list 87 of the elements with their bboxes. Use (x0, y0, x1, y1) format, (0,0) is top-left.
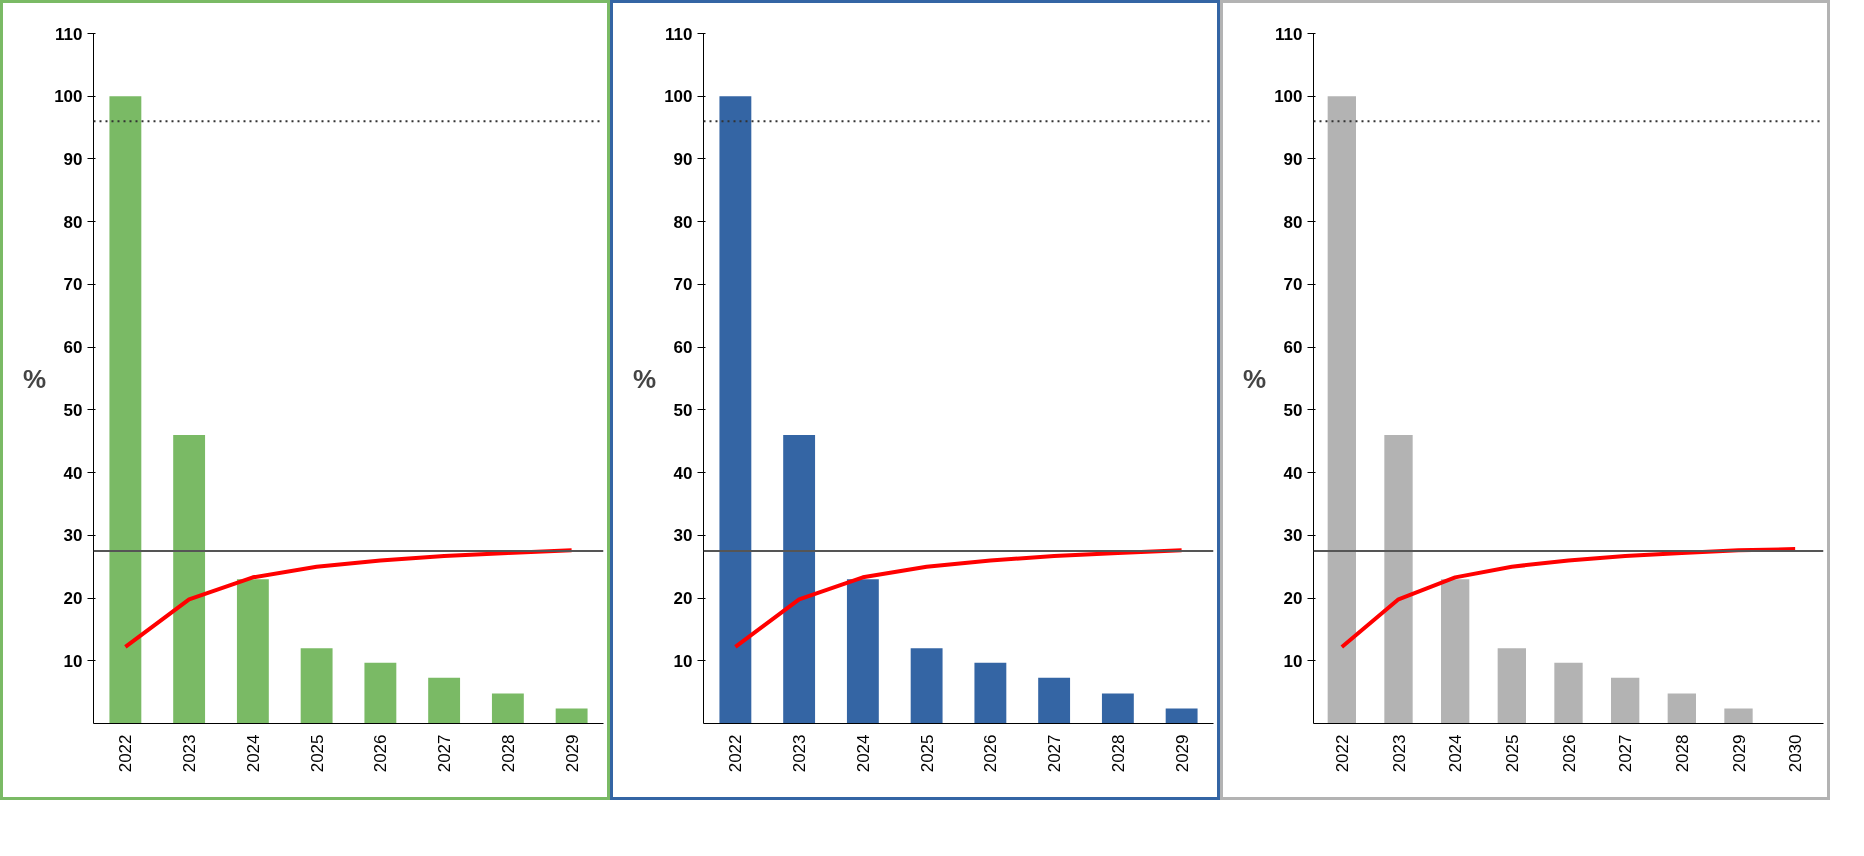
x-tick-label: 2025 (917, 734, 937, 773)
y-tick-label: 10 (1283, 651, 1303, 671)
y-tick-label: 30 (63, 526, 83, 546)
x-tick-label: 2025 (1502, 734, 1522, 773)
bar (910, 648, 943, 724)
bar (555, 708, 588, 724)
bar (1384, 434, 1413, 724)
y-tick-label: 70 (1283, 275, 1303, 295)
y-tick-label: 50 (1283, 400, 1303, 420)
x-tick-label: 2024 (243, 734, 263, 773)
y-tick-label: 100 (1274, 87, 1303, 107)
x-tick-label: 2027 (435, 734, 455, 773)
y-tick-label: 60 (673, 338, 693, 358)
x-tick-label: 2027 (1616, 734, 1636, 773)
y-tick-label: 80 (63, 212, 83, 232)
y-tick-label: 110 (665, 24, 693, 44)
y-axis-title: % (1243, 363, 1267, 394)
y-tick-label: 50 (63, 400, 83, 420)
x-tick-label: 2025 (307, 734, 327, 773)
x-tick-label: 2026 (371, 734, 391, 773)
bar (1611, 677, 1640, 724)
bar (1554, 662, 1583, 724)
y-tick-label: 20 (1283, 589, 1303, 609)
y-tick-label: 60 (63, 338, 83, 358)
bar (974, 662, 1007, 724)
y-axis-title: % (633, 363, 657, 394)
bar (236, 579, 269, 724)
x-tick-label: 2028 (1108, 734, 1128, 773)
bar (719, 96, 752, 724)
bar (173, 434, 206, 724)
y-tick-label: 30 (1283, 526, 1303, 546)
bar (1667, 693, 1696, 724)
line-series (123, 548, 574, 649)
y-tick-label: 110 (1275, 24, 1303, 44)
y-tick-label: 50 (673, 400, 693, 420)
y-tick-label: 60 (1283, 338, 1303, 358)
bar (300, 648, 333, 724)
y-tick-label: 10 (673, 651, 693, 671)
bar (428, 677, 461, 724)
bar (1441, 579, 1470, 724)
x-tick-label: 2030 (1786, 734, 1806, 773)
line-series (733, 548, 1184, 649)
bar (846, 579, 879, 724)
y-tick-label: 10 (63, 651, 83, 671)
x-tick-label: 2026 (981, 734, 1001, 773)
y-tick-label: 40 (1283, 463, 1303, 483)
y-tick-label: 80 (1283, 212, 1303, 232)
x-tick-label: 2028 (498, 734, 518, 773)
x-tick-label: 2029 (1172, 734, 1192, 773)
y-axis-title: % (23, 363, 47, 394)
bar (1724, 708, 1753, 724)
bar (491, 693, 524, 724)
y-tick-label: 100 (54, 87, 83, 107)
x-tick-label: 2022 (116, 734, 136, 773)
y-tick-label: 20 (63, 589, 83, 609)
y-tick-label: 80 (673, 212, 693, 232)
x-tick-label: 2029 (562, 734, 582, 773)
x-tick-label: 2029 (1729, 734, 1749, 773)
x-tick-label: 2024 (1446, 734, 1466, 773)
y-tick-label: 100 (664, 87, 693, 107)
x-tick-label: 2028 (1672, 734, 1692, 773)
bar (783, 434, 816, 724)
x-tick-label: 2026 (1559, 734, 1579, 773)
y-tick-label: 90 (63, 149, 83, 169)
y-tick-label: 40 (673, 463, 693, 483)
bar (1165, 708, 1198, 724)
bar (109, 96, 142, 724)
x-tick-label: 2023 (180, 734, 200, 773)
y-tick-label: 70 (673, 275, 693, 295)
x-tick-label: 2024 (853, 734, 873, 773)
bar (1101, 693, 1134, 724)
bar (1038, 677, 1071, 724)
x-tick-label: 2022 (1332, 734, 1352, 773)
bar (364, 662, 397, 724)
y-tick-label: 70 (63, 275, 83, 295)
y-tick-label: 20 (673, 589, 693, 609)
x-tick-label: 2027 (1045, 734, 1065, 773)
x-tick-label: 2023 (1389, 734, 1409, 773)
y-tick-label: 40 (63, 463, 83, 483)
bar (1497, 648, 1526, 724)
y-tick-label: 110 (55, 24, 83, 44)
x-tick-label: 2023 (790, 734, 810, 773)
x-tick-label: 2022 (726, 734, 746, 773)
y-tick-label: 30 (673, 526, 693, 546)
bar (1327, 96, 1356, 724)
y-tick-label: 90 (1283, 149, 1303, 169)
y-tick-label: 90 (673, 149, 693, 169)
